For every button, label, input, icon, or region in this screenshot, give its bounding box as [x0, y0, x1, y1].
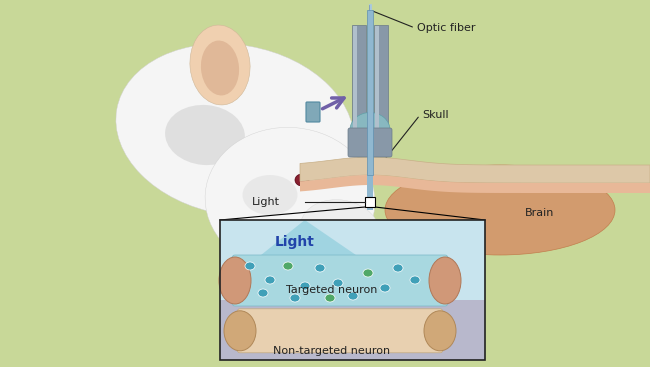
Polygon shape — [300, 175, 650, 193]
Ellipse shape — [380, 284, 390, 292]
Ellipse shape — [348, 292, 358, 300]
Text: Targeted neuron: Targeted neuron — [285, 285, 377, 295]
Ellipse shape — [350, 224, 362, 232]
FancyArrowPatch shape — [322, 98, 344, 109]
Ellipse shape — [165, 105, 245, 165]
Ellipse shape — [219, 257, 251, 304]
FancyBboxPatch shape — [232, 255, 448, 306]
Bar — [375, 26, 379, 144]
Ellipse shape — [190, 25, 250, 105]
Text: Light: Light — [252, 197, 280, 207]
Ellipse shape — [242, 175, 298, 215]
Ellipse shape — [429, 257, 461, 304]
FancyBboxPatch shape — [348, 128, 392, 157]
Bar — [367, 170, 373, 210]
Ellipse shape — [290, 294, 300, 302]
Bar — [374, 25, 388, 145]
Ellipse shape — [258, 254, 312, 282]
Ellipse shape — [333, 279, 343, 287]
FancyBboxPatch shape — [306, 102, 320, 122]
Ellipse shape — [300, 200, 380, 260]
Text: Non-targeted neuron: Non-targeted neuron — [273, 346, 390, 356]
Ellipse shape — [258, 289, 268, 297]
Ellipse shape — [350, 113, 390, 148]
Ellipse shape — [263, 275, 272, 281]
Ellipse shape — [363, 269, 373, 277]
Text: Light: Light — [274, 235, 314, 249]
Text: Skull: Skull — [422, 110, 448, 120]
Ellipse shape — [116, 44, 354, 216]
Ellipse shape — [224, 311, 256, 351]
Bar — [220, 220, 485, 360]
Ellipse shape — [300, 282, 310, 290]
Ellipse shape — [283, 262, 293, 270]
Ellipse shape — [385, 165, 615, 255]
Text: Brain: Brain — [525, 208, 554, 218]
Bar — [367, 10, 373, 175]
Ellipse shape — [295, 174, 309, 186]
Bar — [352, 25, 366, 145]
Ellipse shape — [315, 264, 325, 272]
Ellipse shape — [393, 264, 403, 272]
Ellipse shape — [201, 41, 239, 95]
Polygon shape — [300, 157, 650, 183]
Bar — [365, 197, 375, 207]
Ellipse shape — [325, 294, 335, 302]
Ellipse shape — [205, 127, 375, 273]
Ellipse shape — [245, 262, 255, 270]
Ellipse shape — [410, 276, 420, 284]
Ellipse shape — [265, 276, 275, 284]
Ellipse shape — [274, 280, 283, 286]
FancyBboxPatch shape — [237, 309, 443, 353]
Ellipse shape — [285, 282, 294, 288]
Ellipse shape — [424, 311, 456, 351]
Bar — [353, 26, 357, 144]
Ellipse shape — [296, 279, 304, 285]
Text: Optic fiber: Optic fiber — [417, 23, 476, 33]
Polygon shape — [230, 220, 392, 280]
Bar — [220, 300, 485, 360]
Bar — [220, 220, 485, 300]
